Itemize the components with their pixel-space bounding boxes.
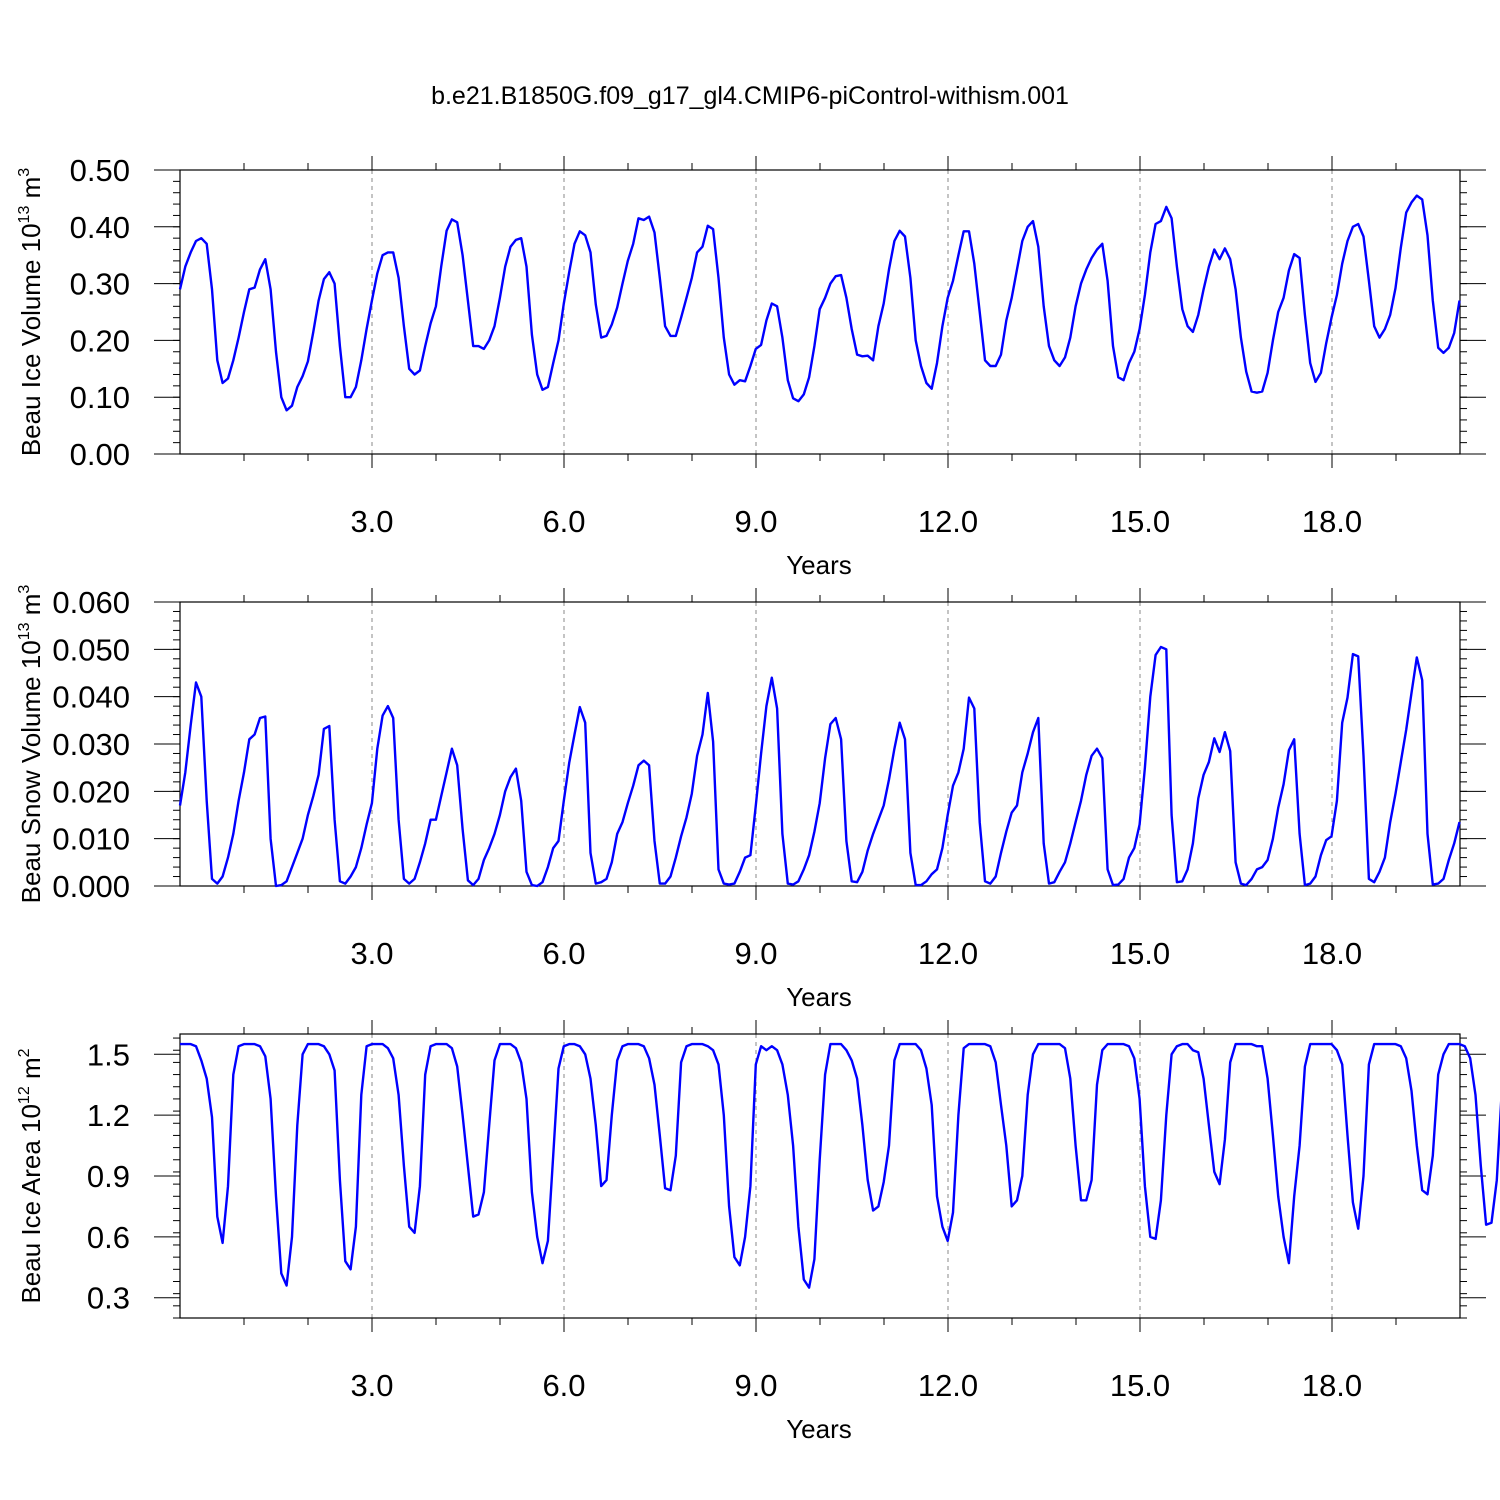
x-tick-label: 6.0 [542,504,585,539]
y-axis-label: Beau Ice Area 1012 m2 [16,1048,46,1303]
x-tick-label: 15.0 [1110,936,1170,971]
series-line [180,1042,1500,1289]
x-tick-label: 3.0 [350,936,393,971]
x-axis-label: Years [786,550,852,580]
x-tick-label: 9.0 [734,504,777,539]
y-tick-label: 1.5 [87,1037,130,1072]
x-tick-label: 18.0 [1302,1368,1362,1403]
y-axis-label: Beau Ice Volume 1013 m3 [16,168,46,456]
x-tick-label: 18.0 [1302,504,1362,539]
x-tick-label: 12.0 [918,1368,978,1403]
y-tick-label: 0.060 [52,585,130,620]
x-tick-label: 12.0 [918,504,978,539]
y-tick-label: 0.10 [70,380,130,415]
x-axis-label: Years [786,1414,852,1444]
x-axis-label: Years [786,982,852,1012]
x-tick-label: 3.0 [350,504,393,539]
x-tick-label: 6.0 [542,1368,585,1403]
y-tick-label: 0.050 [52,632,130,667]
y-tick-label: 0.3 [87,1281,130,1316]
x-tick-label: 3.0 [350,1368,393,1403]
chart-panel-2: 3.0 6.0 9.0 12.0 15.0 18.0 0.000 0.010 0.020 0.03… [16,585,1486,1012]
x-tick-label: 9.0 [734,936,777,971]
y-tick-label: 1.2 [87,1098,130,1133]
x-tick-label: 15.0 [1110,1368,1170,1403]
chart-panel-3: 3.0 6.0 9.0 12.0 15.0 18.0 0.3 0.6 0.9 1.2 1.5 Year… [16,1020,1500,1444]
plot-frame [179,601,1461,887]
x-tick-label: 6.0 [542,936,585,971]
y-tick-label: 0.030 [52,727,130,762]
x-tick-label: 15.0 [1110,504,1170,539]
plot-frame [179,1033,1461,1319]
y-tick-label: 0.40 [70,210,130,245]
chart-panel-1: 3.0 6.0 9.0 12.0 15.0 18.0 0.00 0.10 0.20 0.30 0.4… [16,153,1486,580]
series-line [178,645,1461,888]
y-tick-label: 0.00 [70,437,130,472]
y-tick-label: 0.50 [70,153,130,188]
y-tick-label: 0.6 [87,1220,130,1255]
y-axis-label: Beau Snow Volume 1013 m3 [16,585,46,904]
y-tick-label: 0.010 [52,822,130,857]
y-tick-label: 0.020 [52,774,130,809]
y-tick-label: 0.040 [52,680,130,715]
x-tick-label: 12.0 [918,936,978,971]
x-tick-label: 9.0 [734,1368,777,1403]
series-line [178,194,1461,412]
figure-title: b.e21.B1850G.f09_g17_gl4.CMIP6-piControl… [431,82,1069,110]
y-tick-label: 0.000 [52,869,130,904]
y-tick-label: 0.30 [70,267,130,302]
plot-frame [179,169,1461,455]
x-tick-label: 18.0 [1302,936,1362,971]
y-tick-label: 0.20 [70,323,130,358]
y-tick-label: 0.9 [87,1159,130,1194]
